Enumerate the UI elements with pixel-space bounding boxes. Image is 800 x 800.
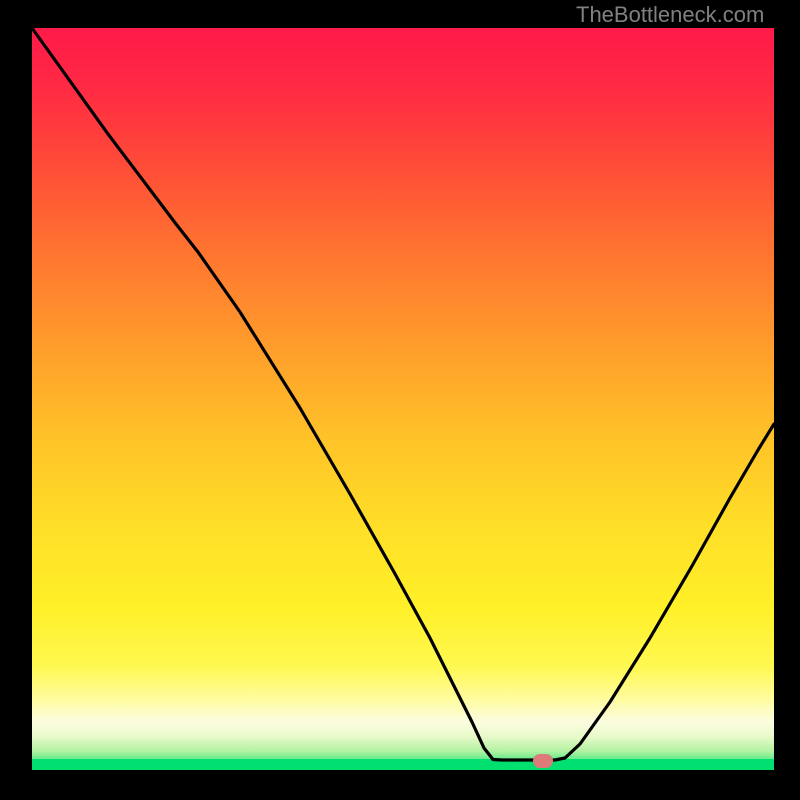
chart-frame: TheBottleneck.com: [0, 0, 800, 800]
chart-svg: [0, 0, 800, 800]
plot-background: [32, 28, 774, 770]
bottom-green-band: [32, 759, 774, 770]
watermark-text: TheBottleneck.com: [576, 2, 764, 28]
optimal-marker: [533, 754, 553, 768]
